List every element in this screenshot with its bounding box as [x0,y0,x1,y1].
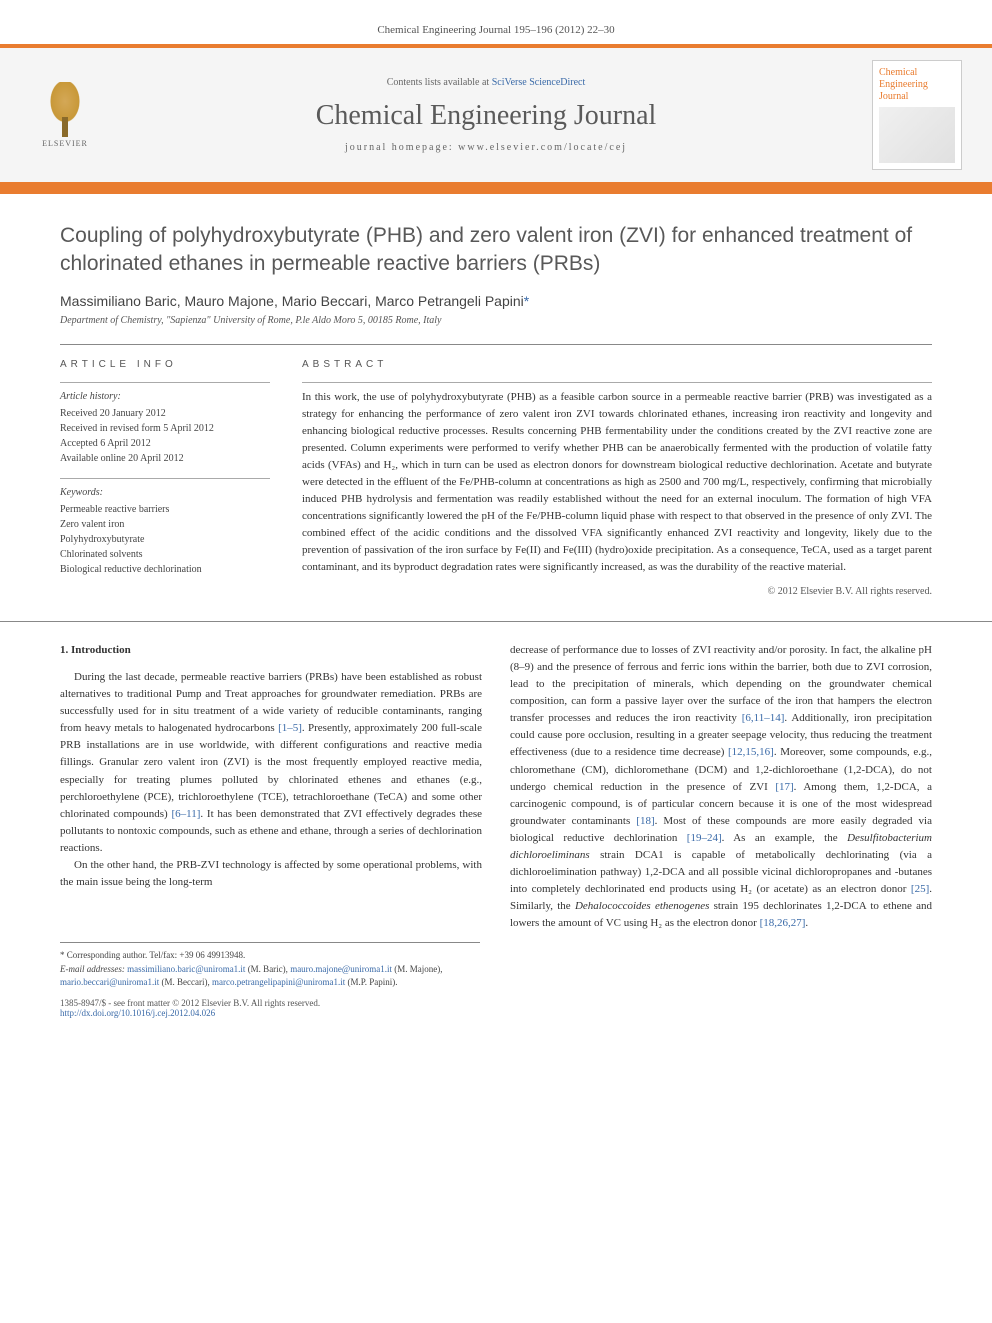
citation-ref[interactable]: [18] [636,815,654,827]
article-front-matter: Coupling of polyhydroxybutyrate (PHB) an… [0,194,992,597]
section-heading: 1. Introduction [60,642,482,659]
running-header: Chemical Engineering Journal 195–196 (20… [0,0,992,44]
history-line: Available online 20 April 2012 [60,451,270,466]
article-info-label: ARTICLE INFO [60,359,270,370]
body-paragraph: During the last decade, permeable reacti… [60,669,482,857]
email-link[interactable]: marco.petrangelipapini@uniroma1.it [212,977,345,987]
corresponding-marker: * [524,293,529,309]
contents-prefix: Contents lists available at [387,77,492,88]
history-line: Received in revised form 5 April 2012 [60,421,270,436]
citation-ref[interactable]: [6–11] [171,808,200,820]
journal-name: Chemical Engineering Journal [110,100,862,132]
elsevier-logo: ELSEVIER [30,75,100,155]
affiliation: Department of Chemistry, "Sapienza" Univ… [60,315,932,326]
homepage-prefix: journal homepage: [345,142,458,153]
corresponding-author-note: * Corresponding author. Tel/fax: +39 06 … [60,949,480,963]
journal-cover-thumb: Chemical Engineering Journal [872,60,962,170]
keyword: Polyhydroxybutyrate [60,532,270,547]
species-name: Dehalococcoides ethenogenes [575,900,709,912]
bottom-bar: 1385-8947/$ - see front matter © 2012 El… [0,990,992,1038]
publisher-logo-block: ELSEVIER [20,75,110,155]
keyword: Chlorinated solvents [60,547,270,562]
citation-ref[interactable]: [25] [911,883,929,895]
history-line: Received 20 January 2012 [60,406,270,421]
citation-ref[interactable]: [19–24] [687,832,722,844]
authors-line: Massimiliano Baric, Mauro Majone, Mario … [60,293,932,309]
cover-body [879,107,955,163]
front-matter-line: 1385-8947/$ - see front matter © 2012 El… [60,998,932,1008]
citation-ref[interactable]: [18,26,27] [760,917,806,929]
email-link[interactable]: mauro.majone@uniroma1.it [290,964,392,974]
abstract-text: In this work, the use of polyhydroxybuty… [302,382,932,577]
abstract-column: ABSTRACT In this work, the use of polyhy… [302,359,932,598]
keyword: Biological reductive dechlorination [60,562,270,577]
cover-title-2: Engineering [879,79,955,91]
body-paragraph: On the other hand, the PRB-ZVI technolog… [60,857,482,891]
footnotes-inner: * Corresponding author. Tel/fax: +39 06 … [60,942,480,990]
email-link[interactable]: mario.beccari@uniroma1.it [60,977,159,987]
homepage-line: journal homepage: www.elsevier.com/locat… [110,142,862,153]
citation-ref[interactable]: [1–5] [278,722,302,734]
journal-banner: ELSEVIER Contents lists available at Sci… [0,44,992,194]
footnotes: * Corresponding author. Tel/fax: +39 06 … [0,932,992,990]
elsevier-tree-icon [40,82,90,137]
keyword: Zero valent iron [60,517,270,532]
email-addresses: E-mail addresses: massimiliano.baric@uni… [60,963,480,990]
cover-title-1: Chemical [879,67,955,79]
banner-right: Chemical Engineering Journal [862,60,972,170]
history-line: Accepted 6 April 2012 [60,436,270,451]
body-column-right: decrease of performance due to losses of… [510,642,932,932]
body-columns: 1. Introduction During the last decade, … [0,621,992,932]
banner-center: Contents lists available at SciVerse Sci… [110,77,862,153]
contents-line: Contents lists available at SciVerse Sci… [110,77,862,88]
body-paragraph: decrease of performance due to losses of… [510,642,932,932]
citation-ref[interactable]: [12,15,16] [728,746,774,758]
info-abstract-row: ARTICLE INFO Article history: Received 2… [60,344,932,598]
authors: Massimiliano Baric, Mauro Majone, Mario … [60,293,524,309]
article-title: Coupling of polyhydroxybutyrate (PHB) an… [60,222,932,279]
abstract-label: ABSTRACT [302,359,932,370]
keyword: Permeable reactive barriers [60,502,270,517]
citation-ref[interactable]: [6,11–14] [742,712,785,724]
history-title: Article history: [60,389,270,404]
article-info-column: ARTICLE INFO Article history: Received 2… [60,359,270,598]
article-history-block: Article history: Received 20 January 201… [60,382,270,466]
homepage-url: www.elsevier.com/locate/cej [458,142,627,153]
email-label: E-mail addresses: [60,964,127,974]
citation: Chemical Engineering Journal 195–196 (20… [377,24,614,36]
sciencedirect-link[interactable]: SciVerse ScienceDirect [492,77,586,88]
keywords-block: Keywords: Permeable reactive barriers Ze… [60,478,270,577]
email-link[interactable]: massimiliano.baric@uniroma1.it [127,964,245,974]
doi-link[interactable]: http://dx.doi.org/10.1016/j.cej.2012.04.… [60,1008,215,1018]
publisher-label: ELSEVIER [42,139,88,148]
citation-ref[interactable]: [17] [775,781,793,793]
abstract-copyright: © 2012 Elsevier B.V. All rights reserved… [302,586,932,597]
keywords-title: Keywords: [60,485,270,500]
body-column-left: 1. Introduction During the last decade, … [60,642,482,932]
cover-title-3: Journal [879,91,955,103]
